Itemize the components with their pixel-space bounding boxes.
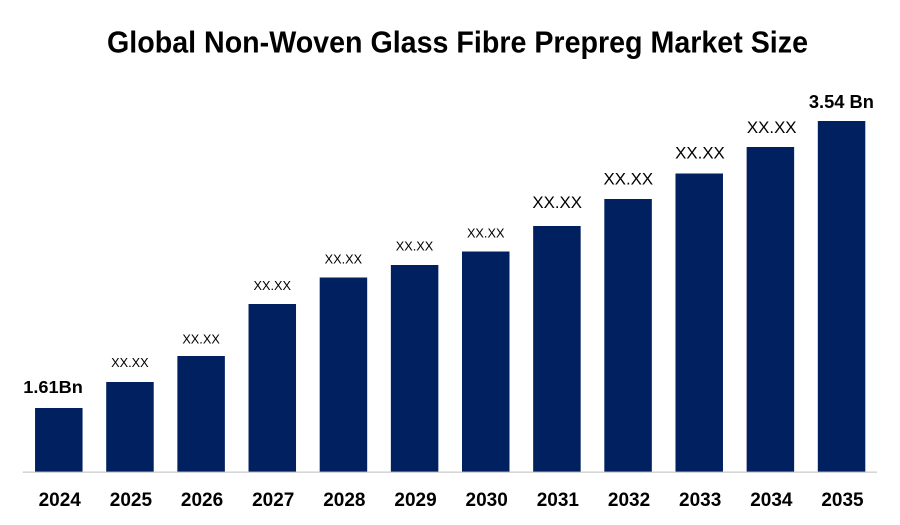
- svg-text:XX.XX: XX.XX: [253, 278, 291, 293]
- svg-text:XX.XX: XX.XX: [675, 144, 725, 163]
- svg-text:2034: 2034: [750, 490, 793, 511]
- svg-text:XX.XX: XX.XX: [111, 355, 149, 370]
- svg-text:XX.XX: XX.XX: [182, 332, 220, 347]
- svg-text:2031: 2031: [537, 490, 580, 511]
- svg-text:2030: 2030: [466, 490, 508, 511]
- svg-text:2026: 2026: [181, 490, 223, 511]
- svg-text:1.61Bn: 1.61Bn: [23, 377, 83, 397]
- svg-text:2025: 2025: [110, 490, 153, 511]
- svg-text:XX.XX: XX.XX: [604, 169, 654, 188]
- svg-text:Global Non-Woven Glass Fibre P: Global Non-Woven Glass Fibre Prepreg Mar…: [107, 25, 808, 59]
- svg-text:XX.XX: XX.XX: [325, 251, 363, 266]
- svg-text:2027: 2027: [252, 490, 294, 511]
- svg-text:XX.XX: XX.XX: [532, 193, 582, 212]
- svg-text:2028: 2028: [323, 490, 365, 511]
- svg-text:XX.XX: XX.XX: [396, 239, 434, 254]
- svg-text:2024: 2024: [39, 490, 82, 511]
- svg-text:2032: 2032: [608, 490, 650, 511]
- svg-text:2029: 2029: [394, 490, 436, 511]
- svg-text:XX.XX: XX.XX: [467, 225, 505, 240]
- svg-text:XX.XX: XX.XX: [747, 118, 797, 137]
- svg-text:2035: 2035: [821, 490, 864, 511]
- svg-text:2033: 2033: [679, 490, 721, 511]
- svg-text:3.54 Bn: 3.54 Bn: [809, 91, 874, 112]
